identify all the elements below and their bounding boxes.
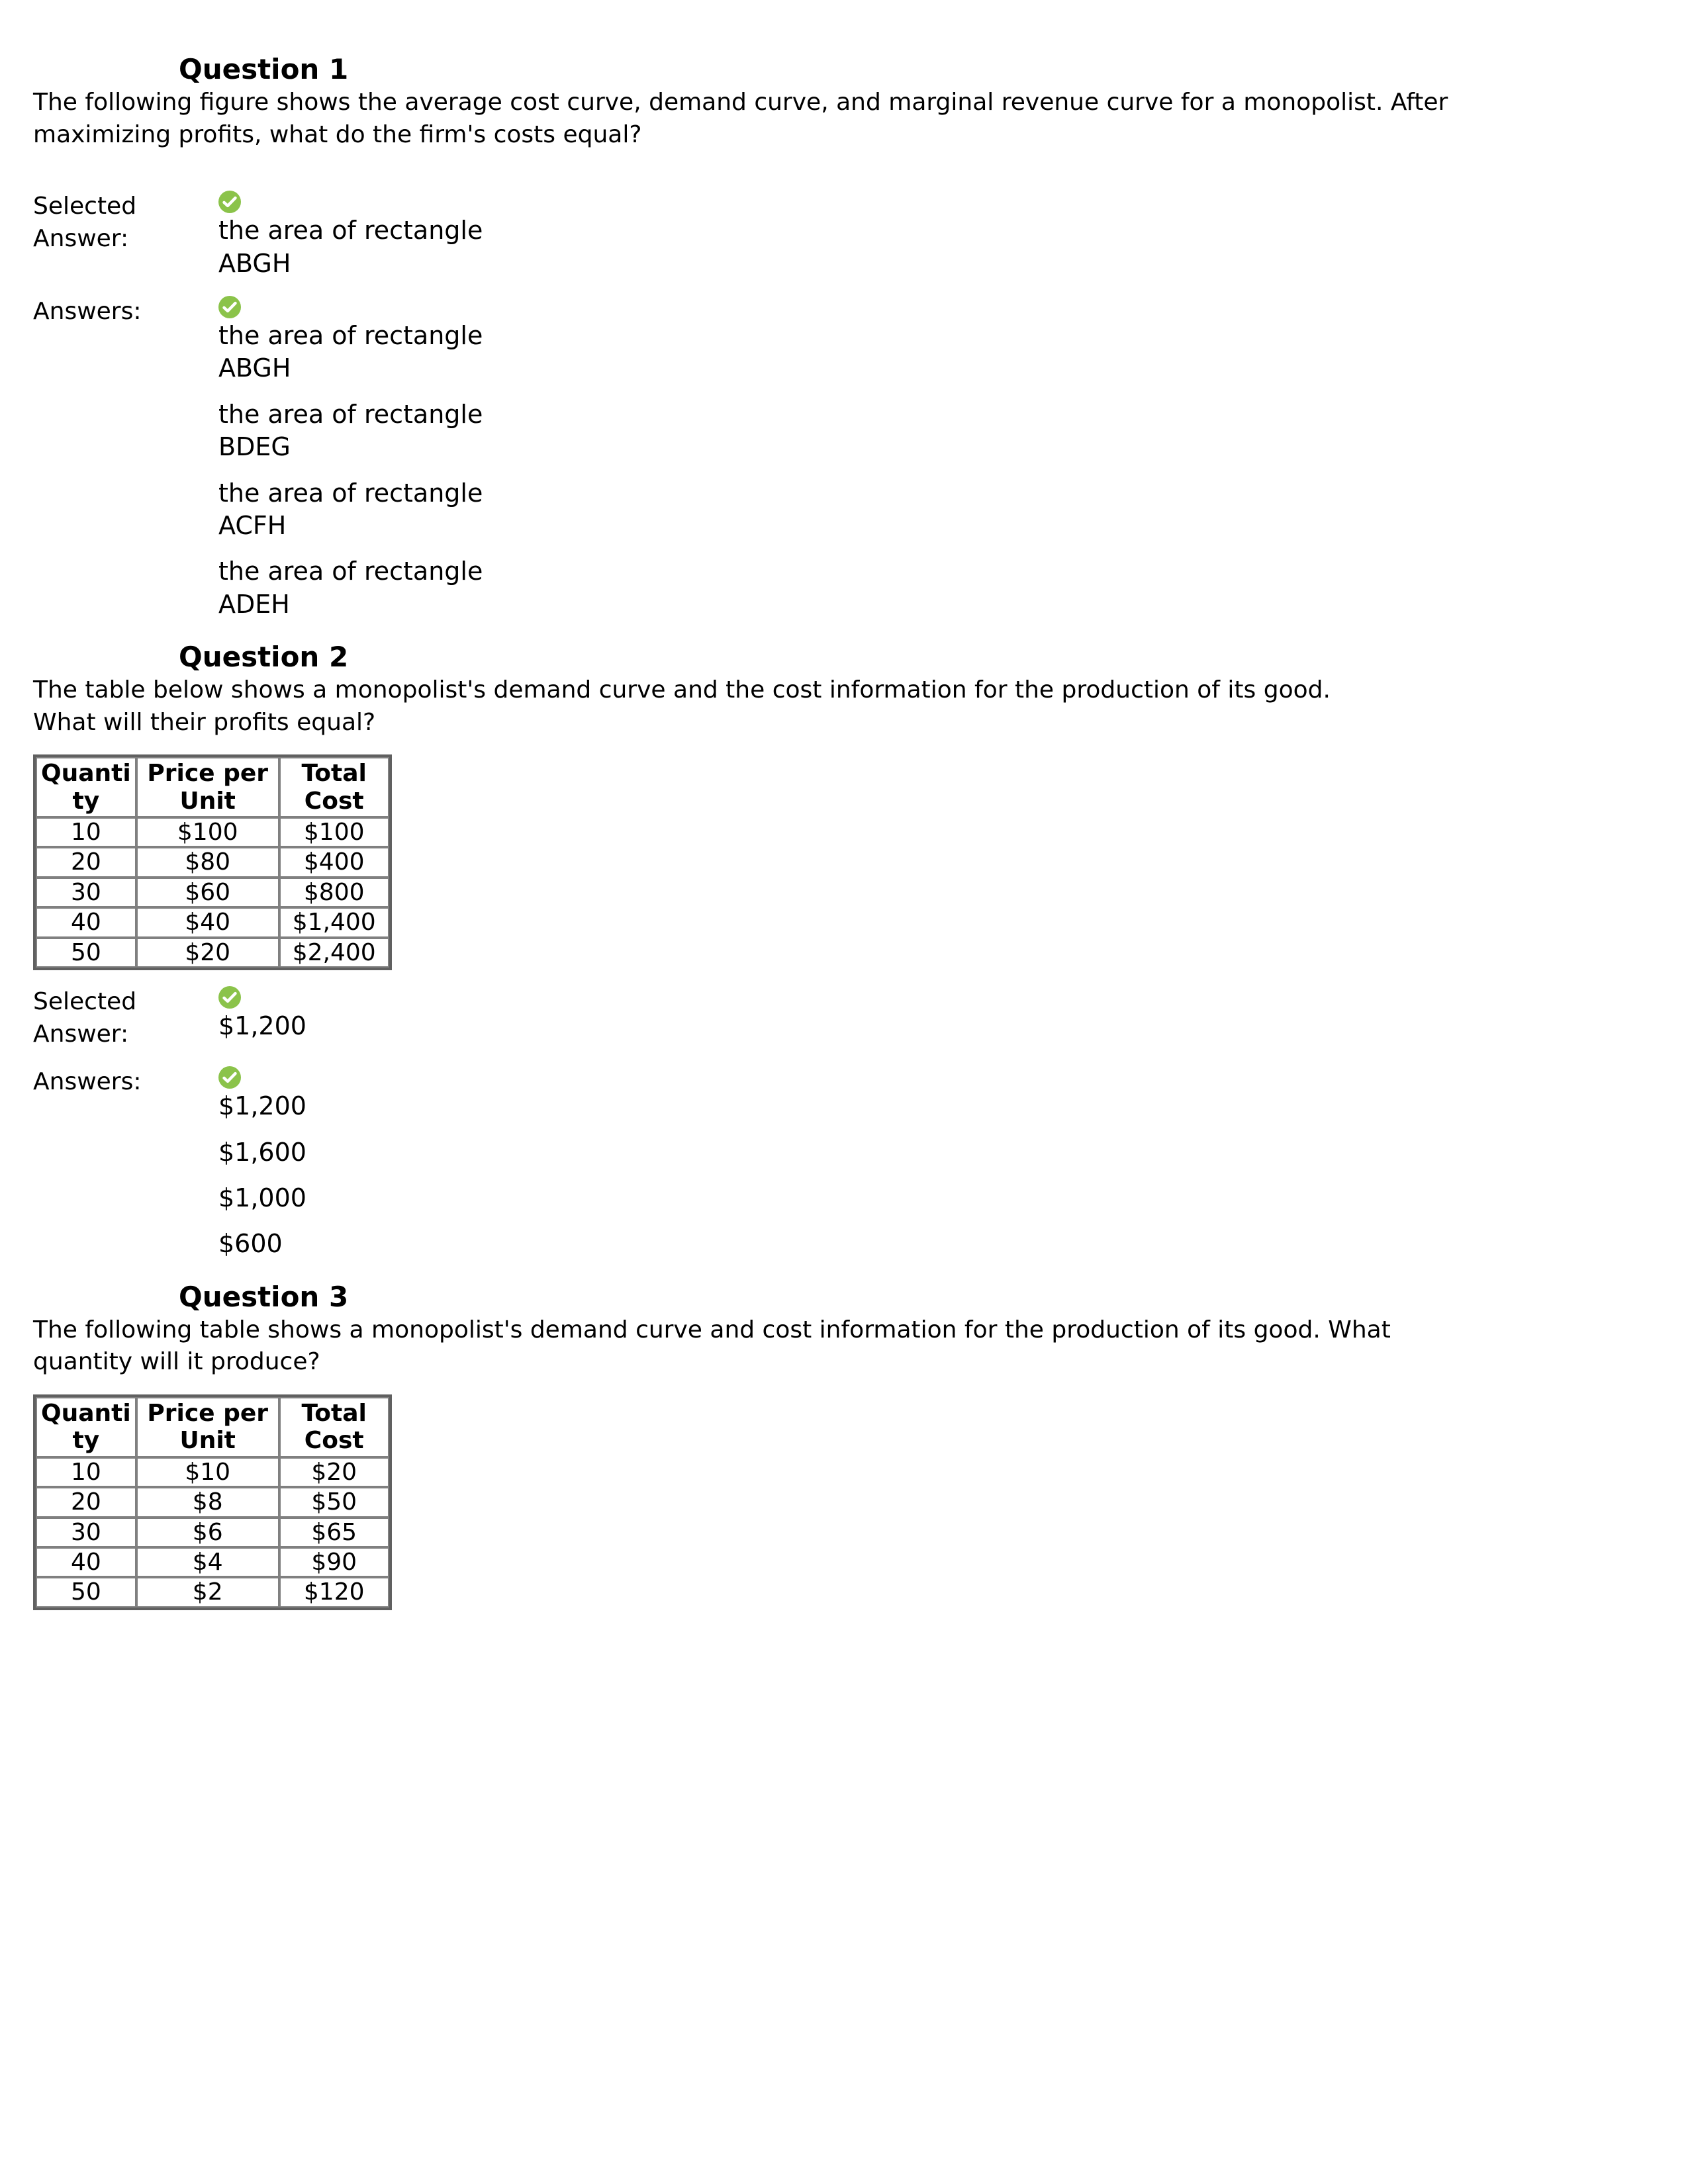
selected-answer-label: Selected Answer: [33, 986, 218, 1050]
table-cell: $120 [279, 1577, 389, 1607]
table-cell: 10 [36, 1457, 136, 1487]
table-cell: $2 [136, 1577, 279, 1607]
table-row: 30$6$65 [36, 1518, 389, 1547]
data-table: Quantity Price perUnit TotalCost 10$10$2… [33, 1394, 392, 1610]
answer-item: $600 [218, 1228, 306, 1260]
selected-answer-label: Selected Answer: [33, 191, 218, 255]
table-cell: $10 [136, 1457, 279, 1487]
answer-text: the area of rectangle BDEG [218, 398, 503, 464]
table-cell: 40 [36, 1547, 136, 1577]
table-row: 50$2$120 [36, 1577, 389, 1607]
table-row: 10$10$20 [36, 1457, 389, 1487]
table-cell: 30 [36, 1518, 136, 1547]
answer-text: $600 [218, 1228, 306, 1260]
table-cell: $100 [136, 817, 279, 847]
data-table: Quantity Price perUnit TotalCost 10$100$… [33, 754, 392, 970]
table-cell: $60 [136, 878, 279, 907]
table-cell: $90 [279, 1547, 389, 1577]
correct-check-icon [218, 191, 241, 213]
table-cell: $1,400 [279, 907, 389, 937]
table-cell: 50 [36, 938, 136, 968]
correct-check-icon [218, 986, 241, 1009]
selected-answer-value: $1,200 [218, 986, 306, 1042]
table-cell: 20 [36, 1487, 136, 1517]
table-header-cell: TotalCost [279, 757, 389, 817]
selected-answer-row: Selected Answer: the area of rectangle A… [33, 191, 1609, 280]
answer-item: the area of rectangle ADEH [218, 555, 503, 621]
selected-answer-row: Selected Answer: $1,200 [33, 986, 1609, 1050]
table-cell: 30 [36, 878, 136, 907]
table-cell: $40 [136, 907, 279, 937]
table-row: 50$20$2,400 [36, 938, 389, 968]
correct-check-icon [218, 296, 241, 318]
table-header-row: Quantity Price perUnit TotalCost [36, 757, 389, 817]
page: Question 1 The following figure shows th… [0, 0, 1642, 1659]
table-cell: $800 [279, 878, 389, 907]
answer-item: $1,200 [218, 986, 306, 1042]
answers-label: Answers: [33, 1066, 218, 1099]
table-cell: 40 [36, 907, 136, 937]
table-header-row: Quantity Price perUnit TotalCost [36, 1397, 389, 1457]
answers-label: Answers: [33, 296, 218, 328]
table-cell: $4 [136, 1547, 279, 1577]
table-cell: 10 [36, 817, 136, 847]
table-row: 10$100$100 [36, 817, 389, 847]
table-header-cell: TotalCost [279, 1397, 389, 1457]
table-cell: 50 [36, 1577, 136, 1607]
answer-text: $1,200 [218, 1010, 306, 1042]
answer-text: $1,600 [218, 1136, 306, 1169]
table-cell: $20 [279, 1457, 389, 1487]
table-header-cell: Price perUnit [136, 757, 279, 817]
selected-answer-value: the area of rectangle ABGH [218, 191, 503, 280]
answer-text: the area of rectangle ABGH [218, 320, 503, 385]
answer-item: the area of rectangle ABGH [218, 296, 503, 385]
answer-item: the area of rectangle ACFH [218, 477, 503, 543]
correct-check-icon [218, 1066, 241, 1089]
table-cell: $65 [279, 1518, 389, 1547]
question-heading: Question 2 [179, 641, 1609, 673]
table-row: 30$60$800 [36, 878, 389, 907]
table-cell: $20 [136, 938, 279, 968]
answers-list: $1,200 $1,600 $1,000 $600 [218, 1066, 306, 1261]
table-cell: $50 [279, 1487, 389, 1517]
table-row: 20$80$400 [36, 847, 389, 877]
question-prompt: The following table shows a monopolist's… [33, 1314, 1397, 1379]
answers-row: Answers: the area of rectangle ABGH the … [33, 296, 1609, 621]
answer-text: the area of rectangle ACFH [218, 477, 503, 543]
answer-block: Selected Answer: the area of rectangle A… [33, 191, 1609, 621]
question-heading: Question 1 [179, 53, 1609, 85]
answers-list: the area of rectangle ABGH the area of r… [218, 296, 503, 621]
answer-block: Selected Answer: $1,200 Answers: $1,200 … [33, 986, 1609, 1261]
table-cell: 20 [36, 847, 136, 877]
table-row: 20$8$50 [36, 1487, 389, 1517]
table-cell: $100 [279, 817, 389, 847]
table-header-cell: Quantity [36, 1397, 136, 1457]
table-cell: $2,400 [279, 938, 389, 968]
answer-text: $1,000 [218, 1182, 306, 1214]
table-header-cell: Quantity [36, 757, 136, 817]
answers-row: Answers: $1,200 $1,600 $1,000 $600 [33, 1066, 1609, 1261]
question-prompt: The following figure shows the average c… [33, 87, 1556, 151]
answer-text: the area of rectangle ABGH [218, 214, 503, 280]
answer-item: $1,000 [218, 1182, 306, 1214]
table-row: 40$40$1,400 [36, 907, 389, 937]
answer-item: the area of rectangle ABGH [218, 191, 503, 280]
table-cell: $400 [279, 847, 389, 877]
answer-text: $1,200 [218, 1090, 306, 1122]
answer-item: $1,200 [218, 1066, 306, 1122]
question-prompt: The table below shows a monopolist's dem… [33, 674, 1397, 739]
table-header-cell: Price perUnit [136, 1397, 279, 1457]
table-cell: $80 [136, 847, 279, 877]
answer-text: the area of rectangle ADEH [218, 555, 503, 621]
table-cell: $8 [136, 1487, 279, 1517]
question-heading: Question 3 [179, 1281, 1609, 1313]
answer-item: $1,600 [218, 1136, 306, 1169]
table-cell: $6 [136, 1518, 279, 1547]
table-row: 40$4$90 [36, 1547, 389, 1577]
answer-item: the area of rectangle BDEG [218, 398, 503, 464]
